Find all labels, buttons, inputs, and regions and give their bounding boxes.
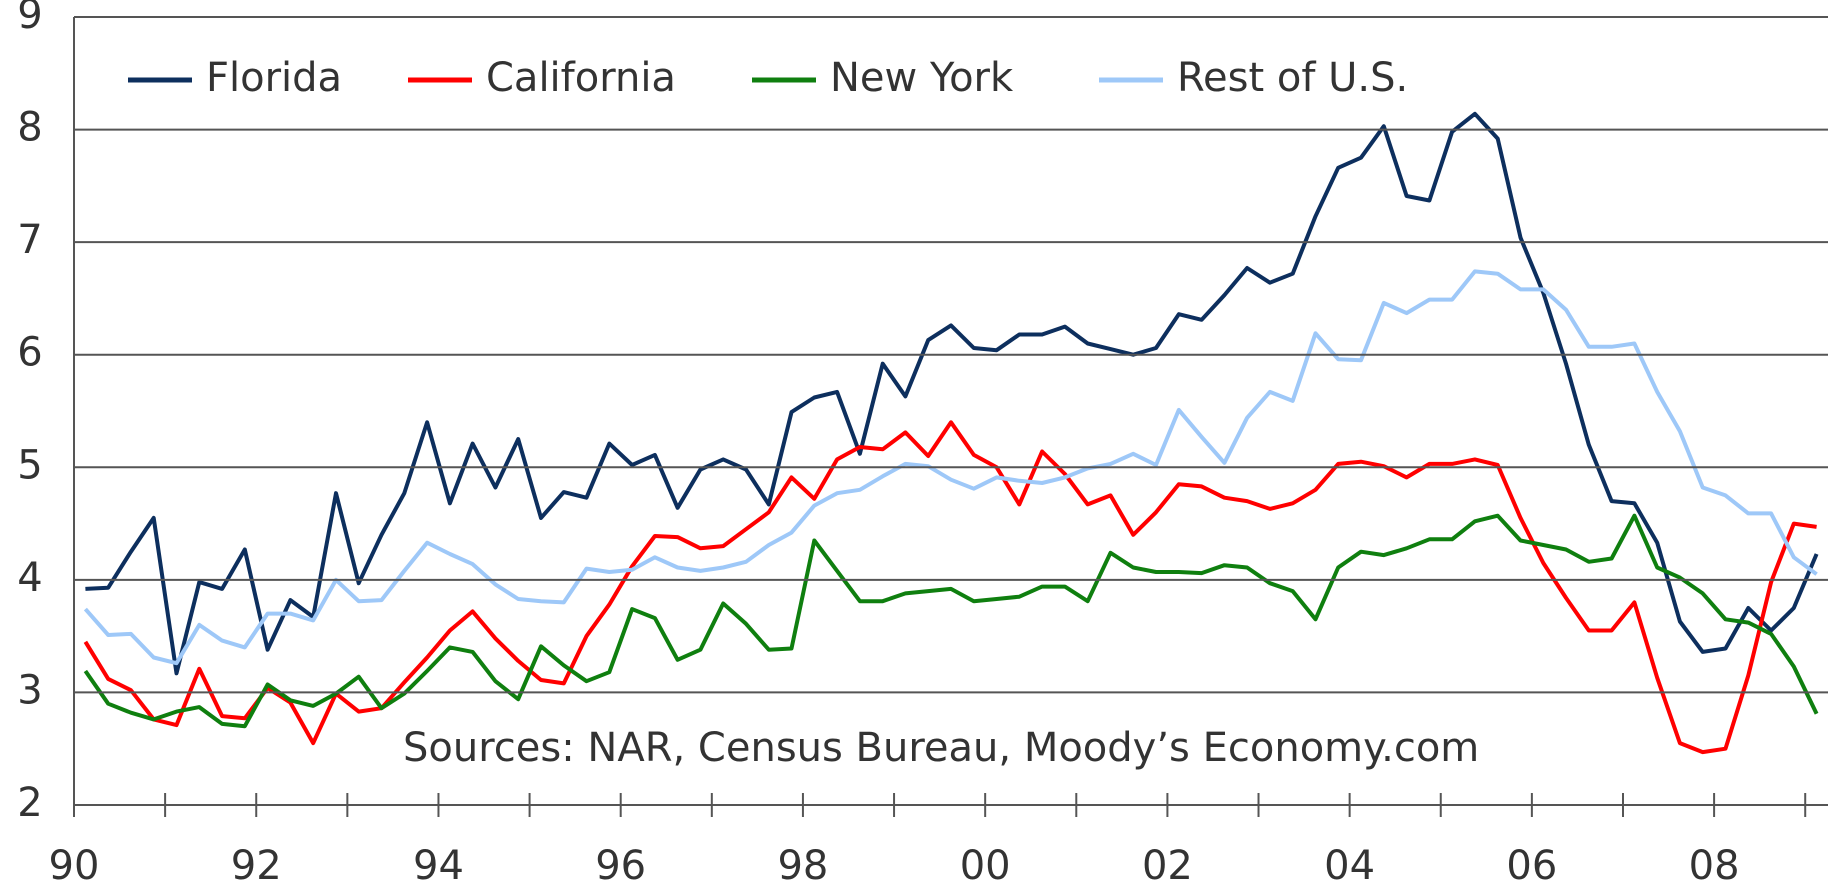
- legend-label: Rest of U.S.: [1177, 55, 1408, 101]
- x-tick-label: 02: [1142, 843, 1193, 889]
- x-tick-label: 96: [595, 843, 646, 889]
- legend-label: California: [486, 55, 676, 101]
- x-tick-label: 98: [777, 843, 828, 889]
- y-tick-label: 3: [17, 667, 42, 713]
- y-tick-label: 7: [17, 217, 42, 263]
- y-tick-label: 9: [17, 0, 42, 38]
- y-tick-label: 4: [17, 555, 42, 601]
- series-line: [83, 420, 1817, 755]
- legend-label: New York: [830, 55, 1014, 101]
- series-line: [83, 513, 1819, 729]
- y-tick-label: 8: [17, 105, 42, 151]
- x-tick-label: 08: [1689, 843, 1740, 889]
- y-tick-label: 2: [17, 780, 42, 826]
- x-tick-label: 06: [1506, 843, 1557, 889]
- legend-label: Florida: [206, 55, 342, 101]
- x-tick-label: 90: [49, 843, 100, 889]
- x-tick-label: 04: [1324, 843, 1375, 889]
- x-tick-label: 92: [231, 843, 282, 889]
- x-tick-label: 94: [413, 843, 464, 889]
- source-note: Sources: NAR, Census Bureau, Moody’s Eco…: [403, 725, 1479, 771]
- series-line: [83, 269, 1818, 666]
- series-line: [85, 111, 1819, 676]
- x-tick-label: 00: [960, 843, 1011, 889]
- y-tick-label: 5: [17, 442, 42, 488]
- y-tick-label: 6: [17, 330, 42, 376]
